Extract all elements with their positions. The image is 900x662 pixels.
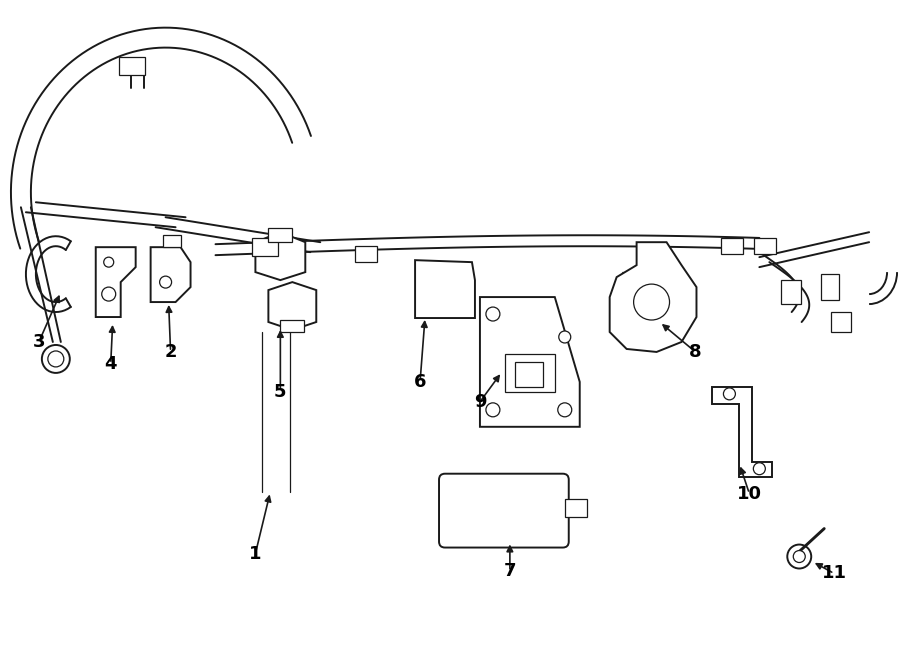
Bar <box>163 235 181 247</box>
Polygon shape <box>609 242 697 352</box>
Bar <box>281 320 304 332</box>
Circle shape <box>788 545 811 569</box>
Polygon shape <box>713 387 772 477</box>
Bar <box>119 56 145 75</box>
Text: 4: 4 <box>104 355 117 373</box>
Circle shape <box>42 345 70 373</box>
Circle shape <box>724 388 735 400</box>
Bar <box>462 270 471 312</box>
Circle shape <box>48 351 64 367</box>
Circle shape <box>559 331 571 343</box>
Circle shape <box>104 257 113 267</box>
Bar <box>252 238 278 256</box>
Bar <box>268 228 292 242</box>
Polygon shape <box>480 297 580 427</box>
Circle shape <box>102 287 116 301</box>
Bar <box>515 362 543 387</box>
Text: 8: 8 <box>689 343 702 361</box>
Text: 11: 11 <box>822 565 847 583</box>
Text: 7: 7 <box>504 563 516 581</box>
Text: 1: 1 <box>249 545 262 563</box>
Polygon shape <box>95 247 136 317</box>
Bar <box>781 280 801 304</box>
Circle shape <box>486 403 500 417</box>
Bar <box>429 270 438 312</box>
Text: 2: 2 <box>165 343 176 361</box>
Bar <box>418 270 427 312</box>
Bar <box>832 312 851 332</box>
Polygon shape <box>256 232 305 280</box>
Text: 9: 9 <box>473 393 486 411</box>
Circle shape <box>753 463 765 475</box>
Circle shape <box>159 276 172 288</box>
Circle shape <box>634 284 670 320</box>
Circle shape <box>793 551 806 563</box>
Text: 6: 6 <box>414 373 427 391</box>
Bar <box>356 246 377 262</box>
Text: 3: 3 <box>32 333 45 351</box>
Bar <box>451 270 460 312</box>
Polygon shape <box>150 247 191 302</box>
Polygon shape <box>415 260 475 318</box>
Circle shape <box>486 307 500 321</box>
Bar <box>722 238 743 254</box>
Bar <box>505 354 554 392</box>
Bar <box>440 270 449 312</box>
Bar <box>754 238 777 254</box>
Circle shape <box>558 403 572 417</box>
Bar <box>565 498 587 516</box>
Polygon shape <box>268 282 316 330</box>
Bar <box>821 274 839 300</box>
Text: 5: 5 <box>274 383 286 401</box>
Text: 10: 10 <box>737 485 762 502</box>
FancyBboxPatch shape <box>439 474 569 547</box>
